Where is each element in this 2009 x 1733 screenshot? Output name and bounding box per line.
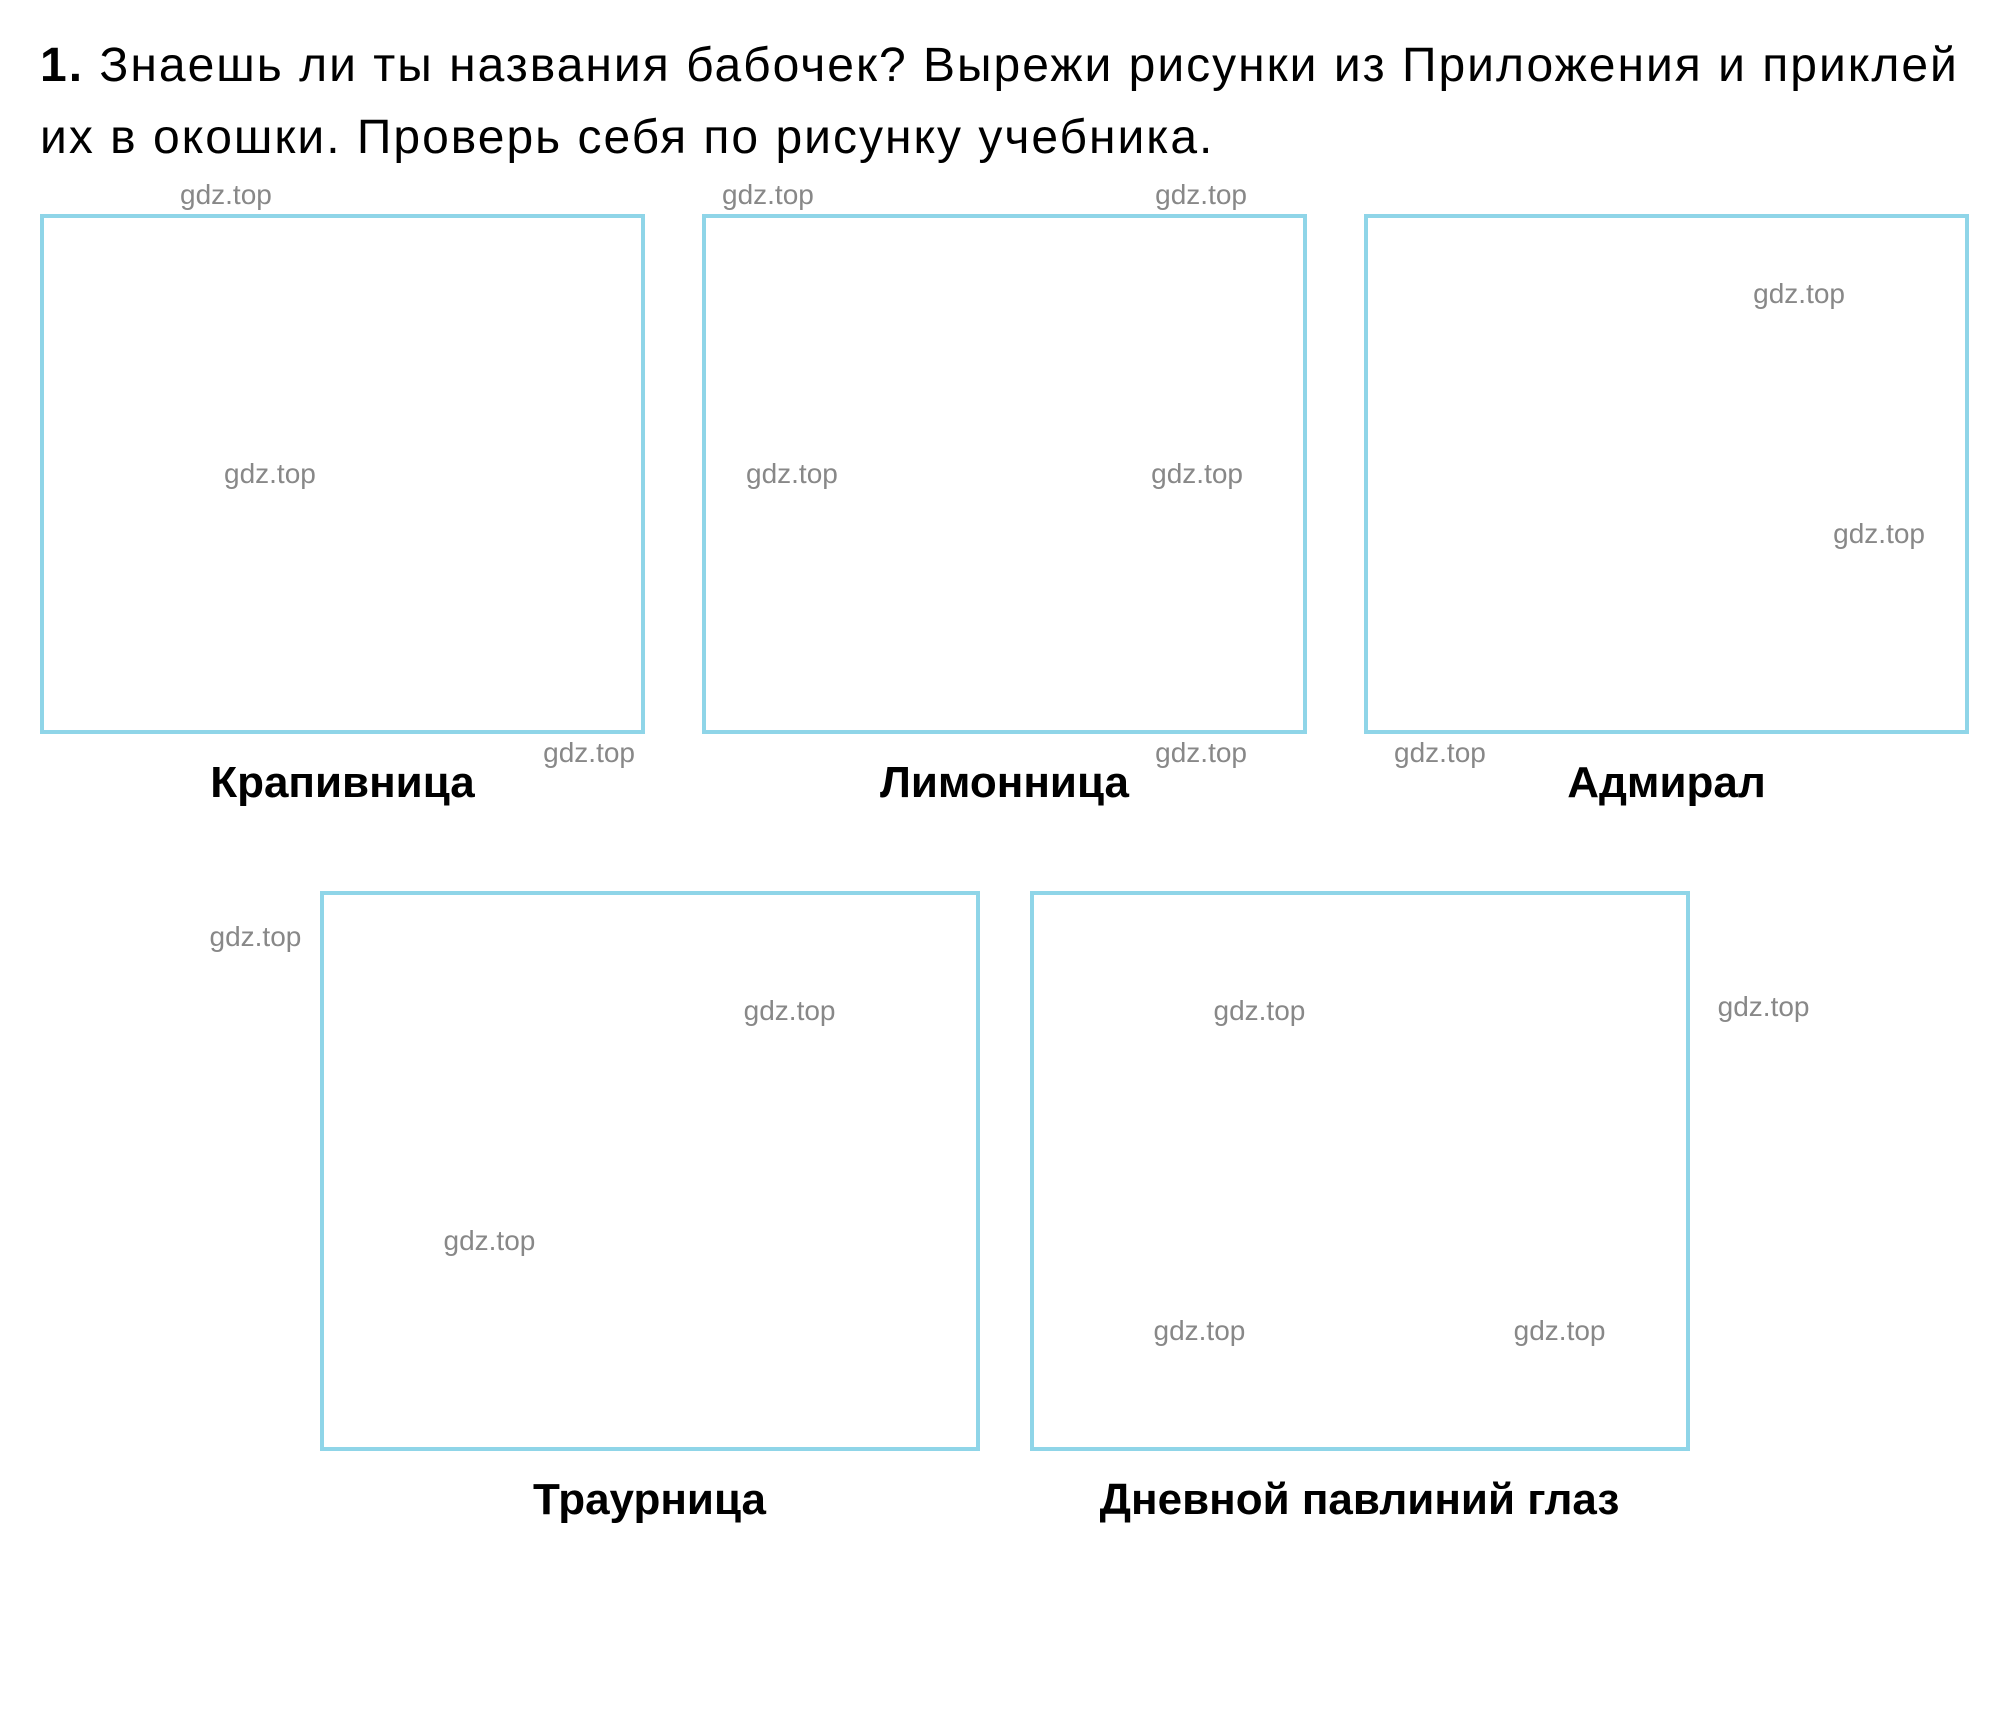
caption-1: Крапивница: [210, 754, 475, 811]
watermark: gdz.top: [1394, 737, 1486, 769]
box-2: gdz.top gdz.top: [702, 214, 1307, 734]
watermark: gdz.top: [1155, 737, 1247, 769]
box-3: gdz.top gdz.top: [1364, 214, 1969, 734]
watermark: gdz.top: [1753, 278, 1845, 310]
watermark: gdz.top: [1154, 1315, 1246, 1347]
watermark: gdz.top: [722, 179, 814, 211]
watermark: gdz.top: [224, 458, 316, 490]
watermark: gdz.top: [1214, 995, 1306, 1027]
question-body: Знаешь ли ты названия бабочек? Вырежи ри…: [40, 39, 1959, 164]
caption-5: Дневной павлиний глаз: [1100, 1471, 1620, 1528]
box-1: gdz.top: [40, 214, 645, 734]
row-1: gdz.top gdz.top gdz.top Крапивница gdz.t…: [40, 214, 1969, 811]
watermark: gdz.top: [1514, 1315, 1606, 1347]
box-4: gdz.top gdz.top: [320, 891, 980, 1451]
watermark: gdz.top: [1833, 518, 1925, 550]
watermark: gdz.top: [444, 1225, 536, 1257]
question-text: 1. Знаешь ли ты названия бабочек? Вырежи…: [40, 30, 1969, 174]
caption-3: Адмирал: [1567, 754, 1766, 811]
watermark: gdz.top: [180, 179, 272, 211]
box-container-4: gdz.top gdz.top gdz.top Траурница: [320, 891, 980, 1528]
box-container-3: gdz.top gdz.top gdz.top Адмирал: [1364, 214, 1969, 811]
question-number: 1.: [40, 39, 84, 92]
watermark: gdz.top: [744, 995, 836, 1027]
caption-4: Траурница: [533, 1471, 766, 1528]
box-container-1: gdz.top gdz.top gdz.top Крапивница: [40, 214, 645, 811]
boxes-wrapper: gdz.top gdz.top gdz.top Крапивница gdz.t…: [40, 214, 1969, 1528]
caption-2: Лимонница: [880, 754, 1129, 811]
watermark: gdz.top: [543, 737, 635, 769]
box-container-5: gdz.top gdz.top gdz.top gdz.top Дневной …: [1030, 891, 1690, 1528]
watermark: gdz.top: [1155, 179, 1247, 211]
box-container-2: gdz.top gdz.top gdz.top gdz.top gdz.top …: [702, 214, 1307, 811]
row-2: gdz.top gdz.top gdz.top Траурница gdz.to…: [40, 891, 1969, 1528]
watermark: gdz.top: [746, 458, 838, 490]
watermark: gdz.top: [210, 921, 302, 953]
watermark: gdz.top: [1718, 991, 1810, 1023]
box-5: gdz.top gdz.top gdz.top: [1030, 891, 1690, 1451]
watermark: gdz.top: [1151, 458, 1243, 490]
